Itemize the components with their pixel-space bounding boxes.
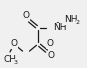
Text: O: O bbox=[48, 51, 54, 61]
Text: 2: 2 bbox=[76, 20, 80, 26]
Text: O: O bbox=[11, 40, 17, 48]
Text: 3: 3 bbox=[14, 60, 18, 65]
Text: NH: NH bbox=[64, 16, 78, 24]
Text: O: O bbox=[23, 11, 29, 20]
Text: NH: NH bbox=[53, 24, 66, 33]
Text: O: O bbox=[46, 40, 54, 48]
Text: CH: CH bbox=[4, 54, 17, 64]
